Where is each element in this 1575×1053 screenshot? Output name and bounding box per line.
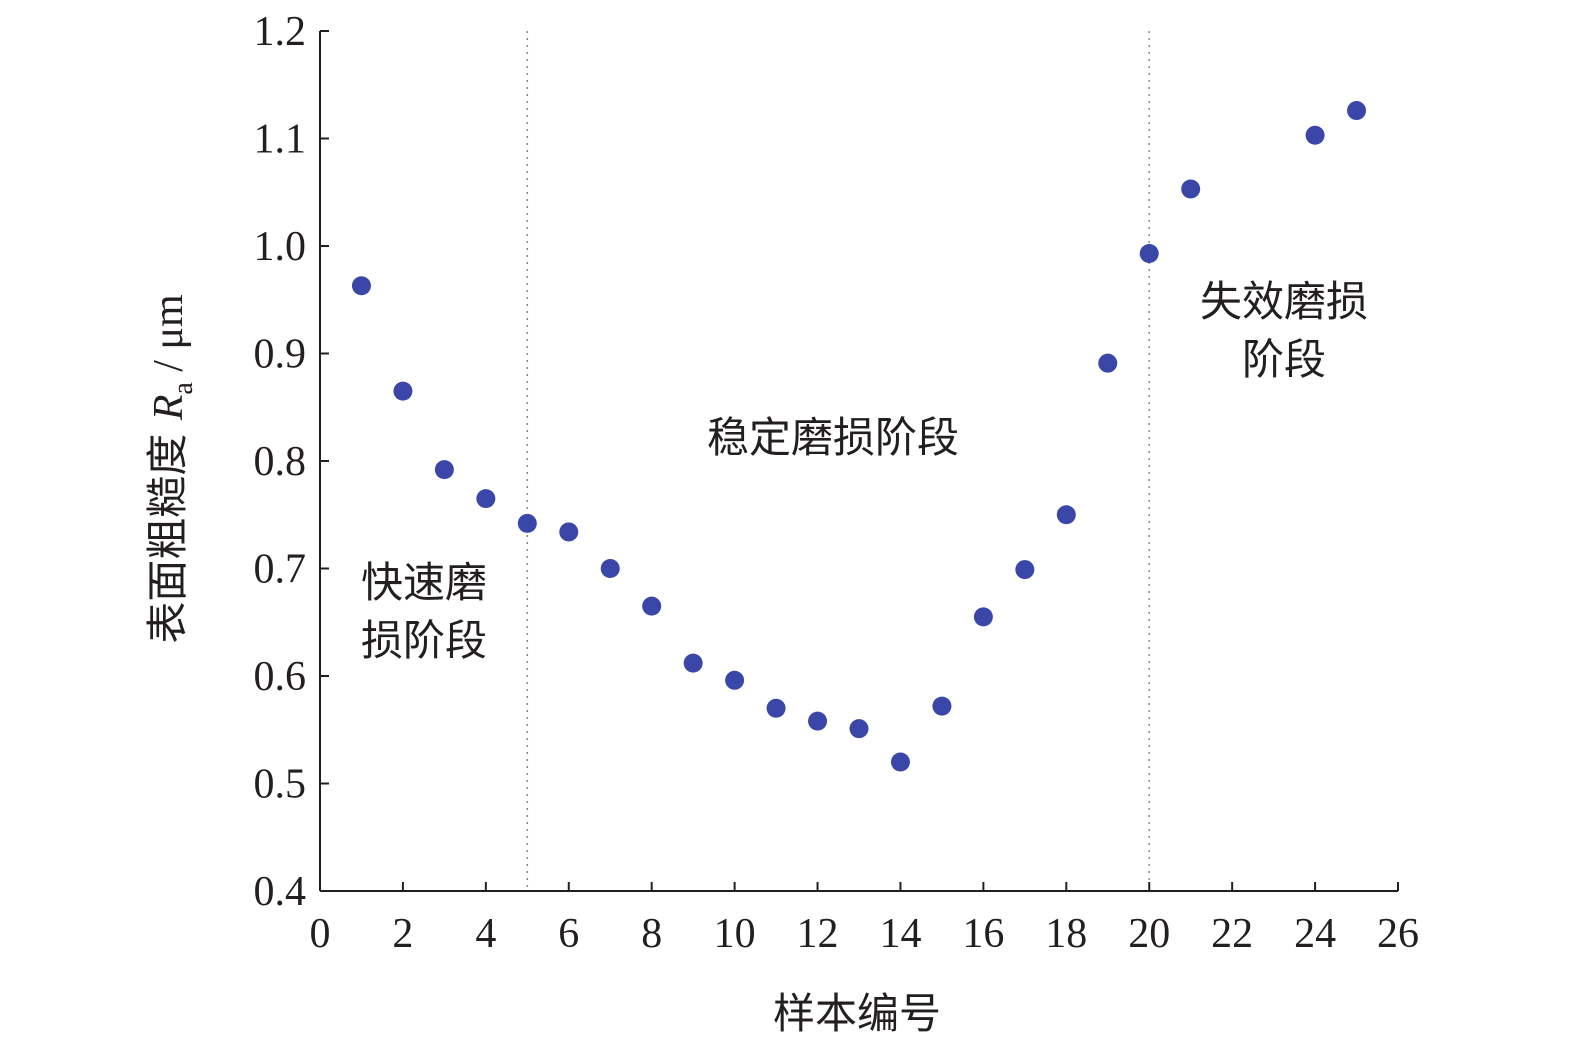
data-point [1015, 560, 1035, 580]
data-point [1305, 125, 1325, 145]
data-point [476, 489, 496, 509]
y-axis-title-suffix: / μm [146, 294, 192, 382]
y-tick-label: 1.1 [254, 117, 307, 163]
phase3-annotation-line2: 阶段 [1242, 335, 1326, 384]
data-point [683, 653, 703, 673]
phase1-annotation-line1: 快速磨 [361, 558, 487, 607]
x-tick-label: 6 [558, 911, 579, 957]
data-point [766, 698, 786, 718]
ticks [319, 30, 1399, 892]
data-point [1181, 179, 1201, 199]
x-tick-label: 22 [1211, 911, 1253, 957]
y-tick-label: 0.7 [254, 547, 307, 593]
data-point [973, 607, 993, 627]
data-point [849, 719, 869, 739]
x-tick-label: 18 [1045, 911, 1087, 957]
tick-labels: 0 2 4 6 8 10 12 14 16 18 20 22 24 260.40.50.60.70.80.… [254, 9, 1420, 957]
x-tick-label: 8 [641, 911, 662, 957]
y-axis-title-prefix: 表面粗糙度 [143, 420, 192, 643]
data-point [1056, 505, 1076, 525]
y-tick-label: 0.5 [254, 762, 307, 808]
data-point [932, 696, 952, 716]
y-axis-title-subscript: a [168, 382, 199, 395]
y-axis-title: 表面粗糙度 Ra / μm [143, 294, 199, 644]
x-axis-title: 样本编号 [773, 989, 941, 1038]
data-point [600, 559, 620, 578]
phase1-annotation-line2: 损阶段 [361, 616, 487, 665]
x-tick-label: 10 [714, 911, 756, 957]
x-tick-label: 20 [1128, 911, 1170, 957]
y-tick-label: 0.4 [254, 869, 307, 915]
x-tick-label: 12 [797, 911, 839, 957]
data-point [559, 522, 579, 542]
x-tick-label: 14 [879, 911, 921, 957]
data-point [517, 513, 537, 533]
y-tick-label: 0.6 [254, 654, 307, 700]
x-tick-label: 0 [310, 911, 331, 957]
y-tick-label: 1.0 [254, 224, 307, 270]
data-point [808, 711, 828, 731]
x-tick-label: 4 [475, 911, 496, 957]
x-tick-label: 2 [392, 911, 413, 957]
y-tick-label: 0.8 [254, 439, 307, 485]
data-point [890, 752, 910, 772]
data-point [642, 596, 662, 616]
data-point [351, 276, 371, 296]
phase3-annotation-line1: 失效磨损 [1200, 277, 1368, 326]
y-tick-label: 0.9 [254, 332, 307, 378]
phase2-annotation: 稳定磨损阶段 [707, 413, 959, 462]
x-tick-label: 24 [1294, 911, 1336, 957]
x-tick-label: 26 [1377, 911, 1419, 957]
y-tick-label: 1.2 [254, 9, 307, 55]
data-point [1347, 101, 1367, 121]
x-tick-label: 16 [962, 911, 1004, 957]
data-points [351, 101, 1367, 772]
data-point [393, 381, 413, 401]
y-axis-title-symbol: R [146, 395, 192, 422]
data-point [1098, 353, 1118, 373]
data-point [434, 460, 454, 480]
data-point [725, 670, 745, 690]
data-point [1139, 244, 1159, 264]
